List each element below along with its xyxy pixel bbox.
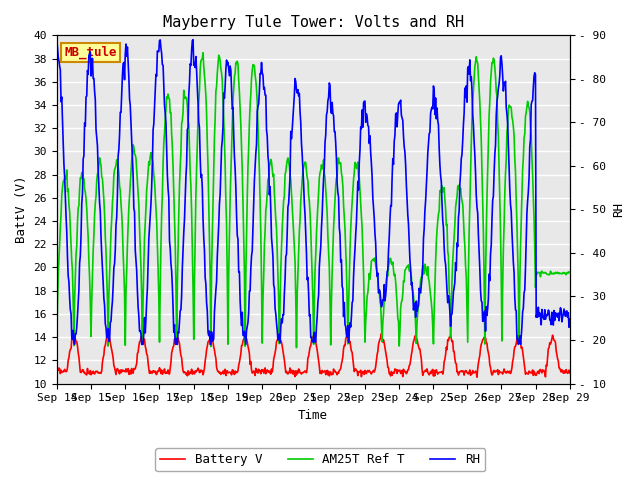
Battery V xyxy=(473,374,481,380)
RH xyxy=(116,132,124,138)
Text: MB_tule: MB_tule xyxy=(65,46,117,59)
RH xyxy=(195,119,203,125)
RH xyxy=(53,37,61,43)
Y-axis label: RH: RH xyxy=(612,202,625,217)
Battery V xyxy=(376,336,384,342)
Battery V xyxy=(62,369,70,374)
RH xyxy=(376,288,384,294)
AM25T Ref T xyxy=(53,341,61,347)
RH xyxy=(62,214,70,219)
RH xyxy=(391,132,399,138)
Line: RH: RH xyxy=(57,40,570,344)
RH xyxy=(168,268,175,274)
AM25T Ref T xyxy=(115,170,123,176)
AM25T Ref T xyxy=(292,345,300,350)
Battery V xyxy=(53,366,61,372)
Line: AM25T Ref T: AM25T Ref T xyxy=(57,53,570,348)
AM25T Ref T xyxy=(566,269,573,275)
Battery V xyxy=(391,366,399,372)
Title: Mayberry Tule Tower: Volts and RH: Mayberry Tule Tower: Volts and RH xyxy=(163,15,464,30)
Battery V xyxy=(566,370,573,376)
X-axis label: Time: Time xyxy=(298,409,328,422)
AM25T Ref T xyxy=(194,116,202,121)
Line: Battery V: Battery V xyxy=(57,333,570,377)
Y-axis label: BattV (V): BattV (V) xyxy=(15,176,28,243)
RH xyxy=(566,316,573,322)
AM25T Ref T xyxy=(199,50,207,56)
Battery V xyxy=(70,330,77,336)
AM25T Ref T xyxy=(392,279,399,285)
AM25T Ref T xyxy=(62,177,70,182)
Battery V xyxy=(116,371,124,377)
RH xyxy=(71,341,79,347)
Legend: Battery V, AM25T Ref T, RH: Battery V, AM25T Ref T, RH xyxy=(155,448,485,471)
Battery V xyxy=(168,350,175,356)
Battery V xyxy=(195,367,203,372)
AM25T Ref T xyxy=(167,110,175,116)
AM25T Ref T xyxy=(377,302,385,308)
